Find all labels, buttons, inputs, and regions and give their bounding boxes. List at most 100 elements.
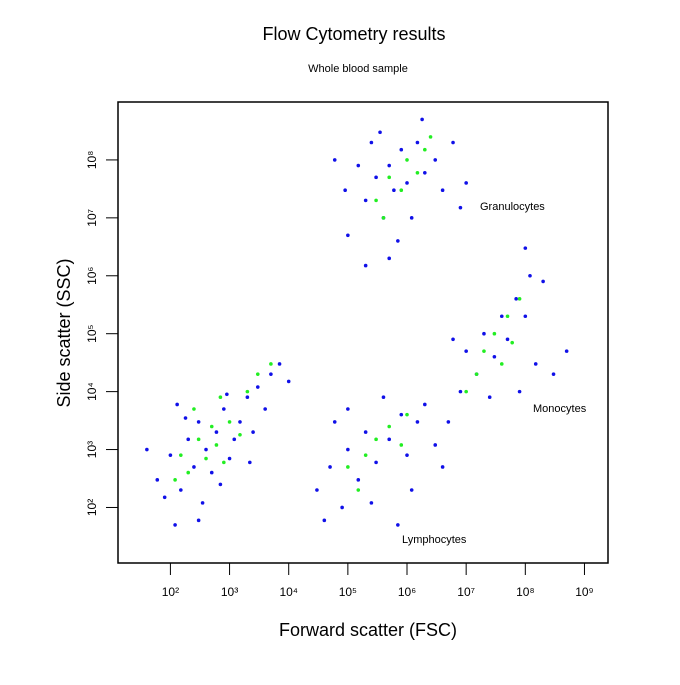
point xyxy=(346,233,350,238)
point xyxy=(232,437,237,442)
point xyxy=(409,488,414,492)
point xyxy=(510,340,514,345)
point xyxy=(409,216,414,220)
x-tick-label: 10⁸ xyxy=(516,585,534,599)
point xyxy=(255,372,260,376)
point xyxy=(387,424,392,429)
point xyxy=(482,331,486,336)
point xyxy=(222,460,226,465)
point xyxy=(451,140,455,145)
point xyxy=(492,331,497,336)
point xyxy=(255,385,260,389)
y-tick-label: 10⁴ xyxy=(85,382,99,401)
point xyxy=(245,395,250,400)
point xyxy=(396,239,400,243)
point xyxy=(363,263,368,268)
point xyxy=(328,465,332,469)
point xyxy=(179,488,183,492)
point xyxy=(396,523,400,527)
point xyxy=(423,147,427,152)
point xyxy=(218,395,223,400)
point xyxy=(505,314,510,319)
point xyxy=(464,349,468,353)
point xyxy=(245,389,250,394)
point xyxy=(346,465,350,469)
point xyxy=(356,163,361,168)
point xyxy=(551,372,556,376)
point xyxy=(487,395,492,400)
point xyxy=(533,362,538,366)
point xyxy=(415,140,420,145)
y-tick-label: 10⁷ xyxy=(85,209,99,227)
point xyxy=(381,216,386,220)
x-tick-label: 10⁹ xyxy=(575,585,594,599)
point xyxy=(315,488,319,492)
point xyxy=(332,420,337,424)
chart-subtitle: Whole blood sample xyxy=(308,63,408,75)
point xyxy=(227,456,232,461)
point xyxy=(168,453,173,457)
point xyxy=(227,420,232,424)
point xyxy=(209,424,214,429)
point xyxy=(387,256,392,261)
point xyxy=(499,362,504,366)
point xyxy=(179,453,183,457)
point xyxy=(541,279,545,284)
point xyxy=(405,412,409,417)
point xyxy=(340,505,344,510)
point xyxy=(405,453,409,457)
y-axis-label: Side scatter (SSC) xyxy=(54,258,74,407)
point xyxy=(405,158,409,162)
x-tick-label: 10² xyxy=(162,585,179,599)
y-tick-label: 10⁸ xyxy=(85,151,99,169)
point xyxy=(162,495,167,500)
x-tick-label: 10⁵ xyxy=(339,585,357,599)
point xyxy=(415,420,420,424)
point xyxy=(183,416,188,420)
point xyxy=(492,354,497,359)
point xyxy=(222,407,226,411)
point xyxy=(374,175,378,180)
point xyxy=(248,460,252,465)
point xyxy=(374,198,378,203)
point xyxy=(186,470,191,475)
point xyxy=(238,420,242,424)
point xyxy=(464,181,468,185)
point xyxy=(332,158,337,162)
point xyxy=(192,465,196,469)
point xyxy=(458,389,463,394)
point xyxy=(517,389,522,394)
x-tick-label: 10⁷ xyxy=(457,585,475,599)
point xyxy=(356,478,361,482)
x-tick-label: 10⁴ xyxy=(279,585,298,599)
annotation: Granulocytes xyxy=(480,201,545,213)
point xyxy=(523,246,528,250)
point xyxy=(415,170,420,175)
point xyxy=(286,379,291,384)
point xyxy=(423,170,427,175)
point xyxy=(505,337,510,342)
point xyxy=(277,362,282,366)
point xyxy=(269,372,273,376)
point xyxy=(322,518,327,523)
point xyxy=(374,460,378,465)
point xyxy=(356,488,361,492)
point xyxy=(564,349,569,353)
point xyxy=(186,437,191,442)
point xyxy=(369,501,374,505)
point xyxy=(204,447,208,452)
point xyxy=(464,389,468,394)
point xyxy=(214,443,219,447)
point xyxy=(196,420,201,424)
point xyxy=(155,478,160,482)
point xyxy=(225,392,229,397)
point xyxy=(387,163,392,168)
point xyxy=(238,432,242,437)
x-tick-label: 10³ xyxy=(221,585,238,599)
point xyxy=(346,447,350,452)
x-tick-label: 10⁶ xyxy=(398,585,416,599)
point xyxy=(392,188,396,193)
y-tick-label: 10⁵ xyxy=(85,325,99,343)
